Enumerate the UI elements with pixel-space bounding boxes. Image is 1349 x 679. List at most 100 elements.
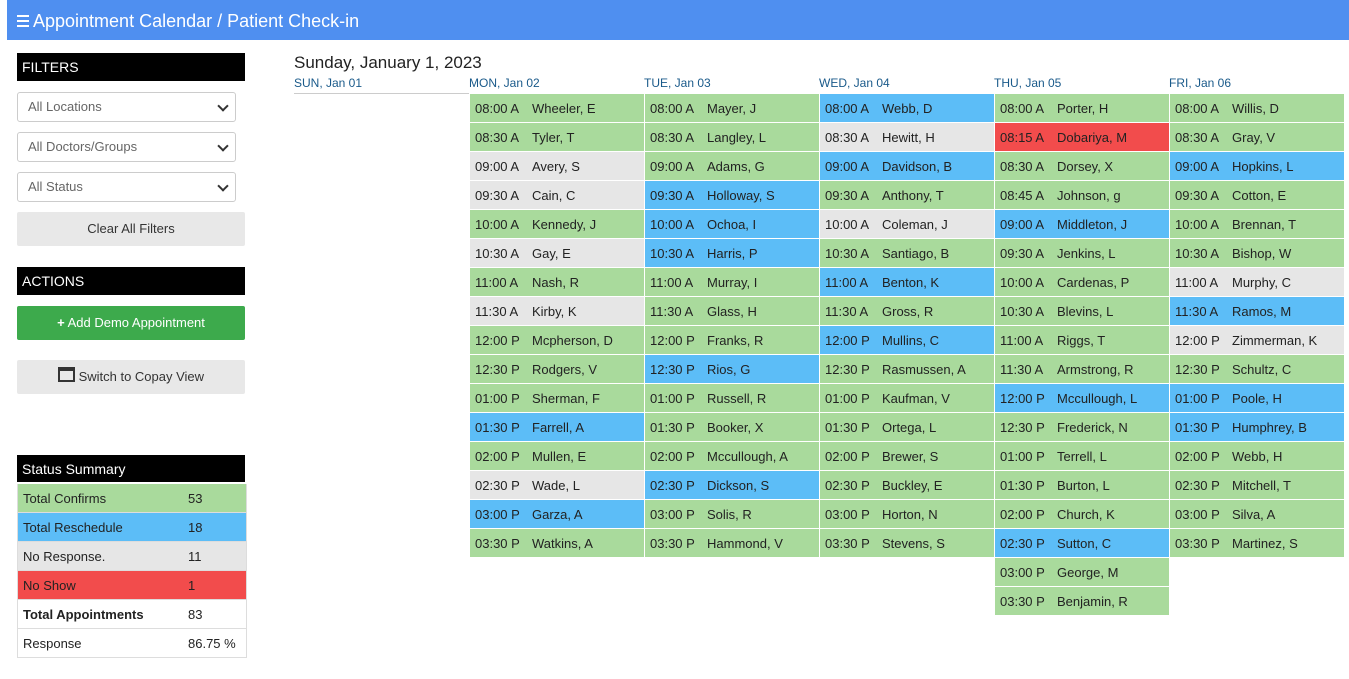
appointment-cell[interactable]: 01:00 P Sherman, F	[470, 384, 644, 412]
appointment-cell[interactable]: 01:00 P Russell, R	[645, 384, 819, 412]
appointment-cell[interactable]: 10:30 A Santiago, B	[820, 239, 994, 267]
menu-icon[interactable]	[17, 15, 29, 17]
patient-name: Terrell, L	[1057, 449, 1107, 464]
appointment-cell[interactable]: 01:00 P Kaufman, V	[820, 384, 994, 412]
appointment-cell[interactable]: 03:00 P Horton, N	[820, 500, 994, 528]
summary-row: Total Reschedule 18	[17, 513, 247, 542]
appointment-cell[interactable]: 02:30 P Wade, L	[470, 471, 644, 499]
doctor-select[interactable]: All Doctors/Groups	[17, 132, 236, 162]
appointment-time: 12:30 P	[1175, 362, 1220, 377]
appointment-cell[interactable]: 03:30 P Hammond, V	[645, 529, 819, 557]
status-select[interactable]: All Status	[17, 172, 236, 202]
appointment-time: 11:00 A	[1175, 275, 1219, 290]
appointment-cell[interactable]: 08:30 A Gray, V	[1170, 123, 1344, 151]
appointment-cell[interactable]: 01:30 P Burton, L	[995, 471, 1169, 499]
appointment-cell[interactable]: 01:30 P Booker, X	[645, 413, 819, 441]
appointment-cell[interactable]: 11:30 A Gross, R	[820, 297, 994, 325]
appointment-cell[interactable]: 11:30 A Kirby, K	[470, 297, 644, 325]
appointment-cell[interactable]: 10:30 A Gay, E	[470, 239, 644, 267]
copay-view-button[interactable]: Switch to Copay View	[17, 360, 245, 394]
appointment-cell[interactable]: 03:00 P Garza, A	[470, 500, 644, 528]
appointment-cell[interactable]: 09:00 A Avery, S	[470, 152, 644, 180]
appointment-cell[interactable]: 01:00 P Terrell, L	[995, 442, 1169, 470]
appointment-cell[interactable]: 10:30 A Harris, P	[645, 239, 819, 267]
appointment-cell[interactable]: 03:00 P George, M	[995, 558, 1169, 586]
patient-name: Rasmussen, A	[882, 362, 966, 377]
appointment-cell[interactable]: 11:00 A Nash, R	[470, 268, 644, 296]
appointment-cell[interactable]: 08:45 A Johnson, g	[995, 181, 1169, 209]
appointment-cell[interactable]: 01:30 P Humphrey, B	[1170, 413, 1344, 441]
appointment-cell[interactable]: 08:00 A Mayer, J	[645, 94, 819, 122]
appointment-cell[interactable]: 09:30 A Cotton, E	[1170, 181, 1344, 209]
appointment-cell[interactable]: 03:30 P Watkins, A	[470, 529, 644, 557]
appointment-cell[interactable]: 11:00 A Benton, K	[820, 268, 994, 296]
location-select[interactable]: All Locations	[17, 92, 236, 122]
appointment-cell[interactable]: 10:00 A Ochoa, I	[645, 210, 819, 238]
appointment-cell[interactable]: 12:00 P Mcpherson, D	[470, 326, 644, 354]
appointment-time: 10:30 A	[1175, 246, 1220, 261]
appointment-cell[interactable]: 09:30 A Cain, C	[470, 181, 644, 209]
appointment-cell[interactable]: 09:30 A Holloway, S	[645, 181, 819, 209]
appointment-cell[interactable]: 11:00 A Murphy, C	[1170, 268, 1344, 296]
patient-name: Murray, I	[707, 275, 758, 290]
appointment-cell[interactable]: 02:30 P Sutton, C	[995, 529, 1169, 557]
appointment-cell[interactable]: 08:30 A Hewitt, H	[820, 123, 994, 151]
appointment-cell[interactable]: 10:00 A Kennedy, J	[470, 210, 644, 238]
appointment-cell[interactable]: 11:30 A Armstrong, R	[995, 355, 1169, 383]
appointment-cell[interactable]: 02:00 P Mccullough, A	[645, 442, 819, 470]
appointment-cell[interactable]: 10:00 A Brennan, T	[1170, 210, 1344, 238]
day-label: TUE, Jan 03	[644, 76, 711, 90]
appointment-cell[interactable]: 11:30 A Ramos, M	[1170, 297, 1344, 325]
appointment-cell[interactable]: 11:30 A Glass, H	[645, 297, 819, 325]
appointment-cell[interactable]: 08:15 A Dobariya, M	[995, 123, 1169, 151]
appointment-cell[interactable]: 10:30 A Bishop, W	[1170, 239, 1344, 267]
appointment-cell[interactable]: 09:00 A Middleton, J	[995, 210, 1169, 238]
appointment-cell[interactable]: 08:00 A Wheeler, E	[470, 94, 644, 122]
appointment-cell[interactable]: 12:00 P Mccullough, L	[995, 384, 1169, 412]
appointment-cell[interactable]: 08:30 A Langley, L	[645, 123, 819, 151]
appointment-cell[interactable]: 09:30 A Jenkins, L	[995, 239, 1169, 267]
appointment-cell[interactable]: 12:00 P Mullins, C	[820, 326, 994, 354]
appointment-cell[interactable]: 02:30 P Dickson, S	[645, 471, 819, 499]
appointment-cell[interactable]: 08:00 A Webb, D	[820, 94, 994, 122]
appointment-cell[interactable]: 09:00 A Hopkins, L	[1170, 152, 1344, 180]
appointment-cell[interactable]: 11:00 A Murray, I	[645, 268, 819, 296]
appointment-cell[interactable]: 09:00 A Adams, G	[645, 152, 819, 180]
appointment-cell[interactable]: 03:30 P Benjamin, R	[995, 587, 1169, 615]
add-appointment-button[interactable]: + Add Demo Appointment	[17, 306, 245, 340]
appointment-cell[interactable]: 03:00 P Solis, R	[645, 500, 819, 528]
appointment-cell[interactable]: 02:00 P Mullen, E	[470, 442, 644, 470]
appointment-cell[interactable]: 10:00 A Coleman, J	[820, 210, 994, 238]
appointment-cell[interactable]: 03:30 P Stevens, S	[820, 529, 994, 557]
appointment-cell[interactable]: 02:00 P Brewer, S	[820, 442, 994, 470]
appointment-cell[interactable]: 12:00 P Zimmerman, K	[1170, 326, 1344, 354]
appointment-cell[interactable]: 12:30 P Rasmussen, A	[820, 355, 994, 383]
appointment-time: 01:30 P	[475, 420, 520, 435]
appointment-time: 10:00 A	[1175, 217, 1220, 232]
appointment-cell[interactable]: 08:30 A Tyler, T	[470, 123, 644, 151]
appointment-cell[interactable]: 01:30 P Ortega, L	[820, 413, 994, 441]
appointment-cell[interactable]: 12:30 P Rios, G	[645, 355, 819, 383]
appointment-cell[interactable]: 11:00 A Riggs, T	[995, 326, 1169, 354]
appointment-cell[interactable]: 02:30 P Buckley, E	[820, 471, 994, 499]
appointment-cell[interactable]: 08:00 A Porter, H	[995, 94, 1169, 122]
appointment-cell[interactable]: 01:30 P Farrell, A	[470, 413, 644, 441]
appointment-cell[interactable]: 09:00 A Davidson, B	[820, 152, 994, 180]
appointment-cell[interactable]: 03:00 P Silva, A	[1170, 500, 1344, 528]
appointment-cell[interactable]: 09:30 A Anthony, T	[820, 181, 994, 209]
appointment-cell[interactable]: 02:00 P Church, K	[995, 500, 1169, 528]
appointment-cell[interactable]: 12:30 P Schultz, C	[1170, 355, 1344, 383]
appointment-cell[interactable]: 03:30 P Martinez, S	[1170, 529, 1344, 557]
appointment-cell[interactable]: 02:00 P Webb, H	[1170, 442, 1344, 470]
appointment-cell[interactable]: 10:00 A Cardenas, P	[995, 268, 1169, 296]
appointment-cell[interactable]: 10:30 A Blevins, L	[995, 297, 1169, 325]
appointment-cell[interactable]: 12:30 P Rodgers, V	[470, 355, 644, 383]
appointment-cell[interactable]: 02:30 P Mitchell, T	[1170, 471, 1344, 499]
appointment-cell[interactable]: 01:00 P Poole, H	[1170, 384, 1344, 412]
clear-filters-button[interactable]: Clear All Filters	[17, 212, 245, 246]
appointment-cell[interactable]: 12:00 P Franks, R	[645, 326, 819, 354]
appointment-cell[interactable]: 08:30 A Dorsey, X	[995, 152, 1169, 180]
appointment-cell[interactable]: 08:00 A Willis, D	[1170, 94, 1344, 122]
appointment-time: 08:00 A	[1000, 101, 1045, 116]
appointment-cell[interactable]: 12:30 P Frederick, N	[995, 413, 1169, 441]
